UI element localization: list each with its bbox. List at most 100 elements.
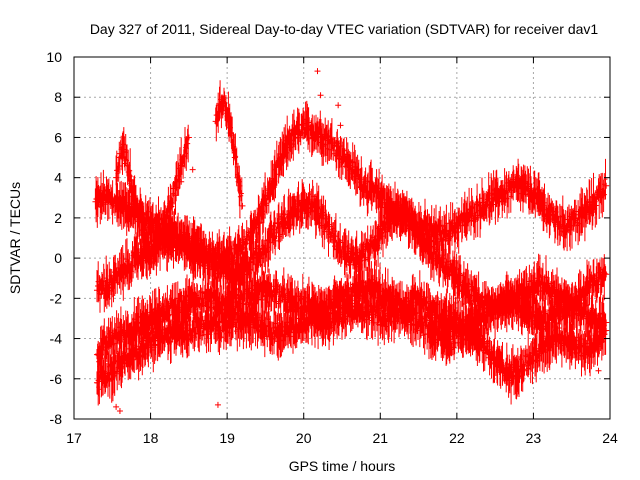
data-point-track-d: [430, 307, 437, 314]
data-point-track-e: [116, 154, 123, 161]
data-point-track-f: [235, 178, 242, 185]
y-axis-label: SDTVAR / TECUs: [7, 182, 23, 294]
data-point-track-c: [262, 243, 269, 250]
data-point-track-a: [591, 198, 598, 205]
data-point-track-e: [139, 226, 146, 233]
data-point-track-d: [216, 327, 223, 334]
data-point-track-b: [124, 327, 131, 334]
data-point-track-c: [293, 206, 300, 213]
data-point-track-c: [185, 247, 192, 254]
data-point-track-b: [109, 335, 116, 342]
data-point-track-f: [216, 102, 223, 109]
y-tick-label: 0: [54, 250, 62, 266]
data-point-track-e: [155, 239, 162, 246]
data-point-track-a: [331, 142, 338, 149]
data-point-track-d: [124, 355, 131, 362]
data-point-track-a: [147, 218, 154, 225]
data-point-track-b: [247, 291, 254, 298]
data-point-track-d: [262, 323, 269, 330]
data-point-track-c: [339, 247, 345, 254]
data-point-track-a: [377, 194, 384, 201]
data-point-track-d: [507, 295, 514, 302]
data-point-track-c: [603, 271, 610, 278]
data-point-track-c: [415, 230, 422, 237]
data-point-track-a: [361, 182, 368, 189]
data-point-track-d: [446, 315, 453, 322]
data-point-track-c: [93, 287, 100, 294]
series-layer: [92, 68, 610, 414]
data-point-track-e: [128, 182, 135, 189]
data-point-outliers: [595, 367, 602, 374]
data-point-track-c: [170, 239, 177, 246]
x-tick-label: 22: [449, 430, 465, 446]
data-point-track-e: [170, 190, 177, 197]
data-point-track-d: [415, 295, 422, 302]
data-point-track-d: [109, 367, 116, 374]
y-tick-label: 6: [54, 129, 62, 145]
data-point-track-d: [201, 323, 208, 330]
data-point-outliers: [317, 92, 324, 99]
data-point-track-b: [507, 371, 514, 378]
data-point-track-c: [231, 271, 238, 278]
data-point-outliers: [178, 178, 185, 185]
data-point-track-a: [603, 182, 610, 189]
data-point-track-d: [247, 315, 254, 322]
x-tick-label: 19: [219, 430, 235, 446]
data-point-track-f: [224, 110, 231, 117]
data-point-track-e: [132, 202, 139, 209]
data-point-track-d: [369, 311, 376, 318]
data-point-track-e: [185, 134, 192, 141]
data-point-track-c: [124, 263, 131, 270]
data-point-track-a: [254, 218, 261, 225]
data-point-track-a: [346, 162, 353, 169]
data-point-track-d: [170, 331, 177, 338]
data-point-track-d: [584, 311, 591, 318]
series-band-track-f: [213, 80, 244, 219]
data-point-track-b: [170, 303, 177, 310]
x-tick-label: 17: [66, 430, 82, 446]
x-tick-label: 24: [602, 430, 618, 446]
x-tick-label: 23: [526, 430, 542, 446]
data-point-track-c: [216, 263, 223, 270]
data-point-track-b: [185, 299, 192, 306]
data-point-track-d: [139, 343, 146, 350]
y-tick-label: 2: [54, 210, 62, 226]
data-point-track-a: [469, 210, 476, 217]
data-point-track-d: [461, 323, 468, 330]
data-point-outliers: [214, 401, 221, 408]
data-point-track-a: [316, 130, 323, 137]
data-point-track-c: [354, 259, 361, 266]
data-point-track-e: [113, 174, 120, 181]
data-point-track-c: [308, 198, 315, 205]
data-point-track-d: [476, 315, 483, 322]
data-point-track-d: [185, 327, 192, 334]
data-point-track-c: [369, 243, 376, 250]
x-axis-label: GPS time / hours: [289, 458, 396, 474]
data-point-track-a: [561, 222, 568, 229]
data-point-track-c: [247, 259, 254, 266]
y-tick-label: 8: [54, 89, 62, 105]
data-point-track-a: [499, 190, 506, 197]
plot-frame: [73, 56, 611, 420]
data-point-track-d: [155, 335, 162, 342]
data-point-track-d: [277, 331, 284, 338]
data-point-track-b: [201, 295, 208, 302]
data-point-track-b: [231, 295, 238, 302]
data-point-track-b: [277, 293, 284, 300]
x-tick-label: 18: [143, 430, 159, 446]
data-point-track-c: [277, 222, 284, 229]
data-point-track-f: [227, 130, 234, 137]
data-point-track-c: [323, 222, 330, 229]
data-point-track-a: [270, 178, 277, 185]
data-point-track-d: [93, 379, 100, 386]
data-point-track-b: [155, 311, 162, 318]
data-point-outliers: [335, 102, 342, 109]
data-point-track-c: [461, 283, 468, 290]
data-point-track-f: [212, 118, 219, 125]
data-point-track-a: [101, 194, 108, 201]
data-point-track-d: [553, 311, 560, 318]
data-point-track-b: [262, 287, 269, 294]
data-point-track-f: [231, 154, 238, 161]
data-point-track-b: [216, 299, 223, 306]
